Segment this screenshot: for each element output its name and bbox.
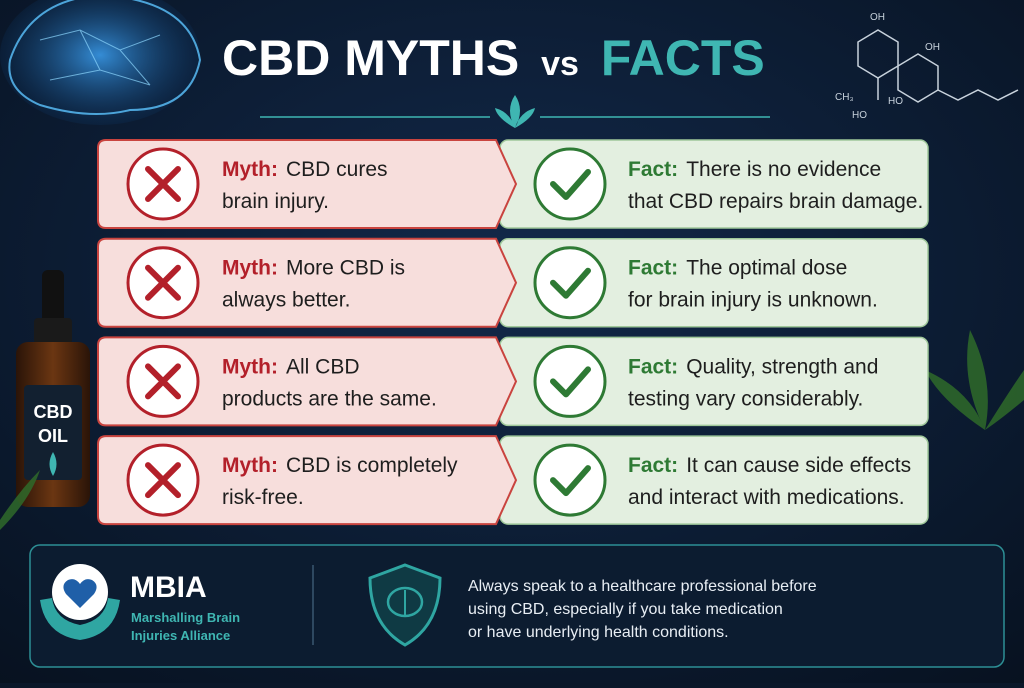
org-name: Marshalling Brain: [131, 610, 240, 625]
title: CBD MYTHS vs FACTS: [222, 30, 765, 86]
check-mark: [550, 366, 591, 398]
molecule-label: HO: [888, 96, 903, 107]
myth-fact-row: Myth: CBD is completely risk-free. Fact: It …: [97, 435, 929, 526]
check-mark: [550, 267, 591, 299]
fact-line: for brain injury is unknown.: [628, 289, 878, 312]
title-vs: vs: [541, 45, 579, 83]
disclaimer-line: or have underlying health conditions.: [468, 624, 729, 641]
fact-line: It can cause side effects: [686, 454, 911, 477]
molecule-label: OH: [870, 12, 885, 23]
fact-label: Fact:: [628, 257, 678, 280]
myth-text: Myth: CBD cures: [222, 158, 388, 181]
myth-card: [97, 336, 518, 427]
bottle-label: CBD: [34, 402, 73, 422]
disclaimer-line: using CBD, especially if you take medica…: [468, 601, 783, 618]
myth-fact-row: Myth: CBD cures brain injury. Fact: There is…: [97, 139, 929, 229]
org-short: MBIA: [130, 571, 207, 604]
molecule-label: OH: [925, 42, 940, 53]
myth-card: [97, 435, 518, 526]
disclaimer-line: Always speak to a healthcare professiona…: [468, 578, 817, 595]
molecule: [857, 29, 1019, 103]
myth-line: CBD cures: [286, 158, 388, 181]
myth-line: risk-free.: [222, 486, 304, 509]
cbd-oil-bottle: CBD OIL: [16, 270, 90, 507]
fact-text: Fact: There is no evidence: [628, 158, 881, 181]
fact-text: Fact: The optimal dose: [628, 257, 847, 280]
myth-fact-row: Myth: More CBD is always better. Fact: The o…: [97, 237, 929, 328]
fact-icon: [533, 147, 607, 221]
check-mark: [550, 465, 591, 497]
title-facts: FACTS: [601, 30, 765, 86]
myth-label: Myth:: [222, 454, 278, 477]
fact-label: Fact:: [628, 454, 678, 477]
myth-text: Myth: All CBD: [222, 355, 360, 378]
fact-line: Quality, strength and: [686, 355, 878, 378]
cross-mark: [145, 363, 181, 400]
myth-card: [97, 139, 518, 229]
fact-text: Fact: It can cause side effects: [628, 454, 911, 477]
fact-label: Fact:: [628, 355, 678, 378]
myth-card: [97, 237, 518, 328]
footer-panel: [29, 544, 1005, 668]
cross-mark: [145, 166, 181, 202]
molecule-label: HO: [852, 110, 867, 121]
fact-label: Fact:: [628, 158, 678, 181]
cross-mark: [145, 462, 181, 499]
myth-text: Myth: More CBD is: [222, 257, 405, 280]
shield-icon: [368, 563, 442, 647]
myth-label: Myth:: [222, 355, 278, 378]
myth-line: brain injury.: [222, 190, 329, 213]
fact-line: and interact with medications.: [628, 486, 905, 509]
fact-text: Fact: Quality, strength and: [628, 355, 878, 378]
myth-line: products are the same.: [222, 387, 437, 410]
myth-line: More CBD is: [286, 257, 405, 280]
myth-label: Myth:: [222, 158, 278, 181]
fact-line: testing vary considerably.: [628, 387, 863, 410]
fact-line: There is no evidence: [686, 158, 881, 181]
bottle-label: OIL: [38, 426, 68, 446]
title-myths: CBD MYTHS: [222, 30, 519, 86]
brain-illustration: [0, 0, 202, 125]
myth-line: CBD is completely: [286, 454, 458, 477]
fact-icon: [533, 246, 607, 320]
fact-icon: [533, 443, 607, 517]
mbia-logo: [40, 564, 120, 640]
myth-line: always better.: [222, 289, 350, 312]
myth-text: Myth: CBD is completely: [222, 454, 458, 477]
molecule-label: CH₃: [835, 92, 854, 103]
myth-label: Myth:: [222, 257, 278, 280]
fact-line: that CBD repairs brain damage.: [628, 190, 923, 213]
cannabis-leaves: [0, 330, 1024, 530]
myth-line: All CBD: [286, 355, 360, 378]
check-mark: [550, 169, 591, 200]
fact-icon: [533, 344, 607, 418]
org-name: Injuries Alliance: [131, 628, 230, 643]
fact-line: The optimal dose: [686, 257, 847, 280]
myth-fact-row: Myth: All CBD products are the same. Fact: Q…: [97, 336, 929, 427]
title-divider: [260, 95, 770, 128]
cross-mark: [145, 264, 181, 301]
